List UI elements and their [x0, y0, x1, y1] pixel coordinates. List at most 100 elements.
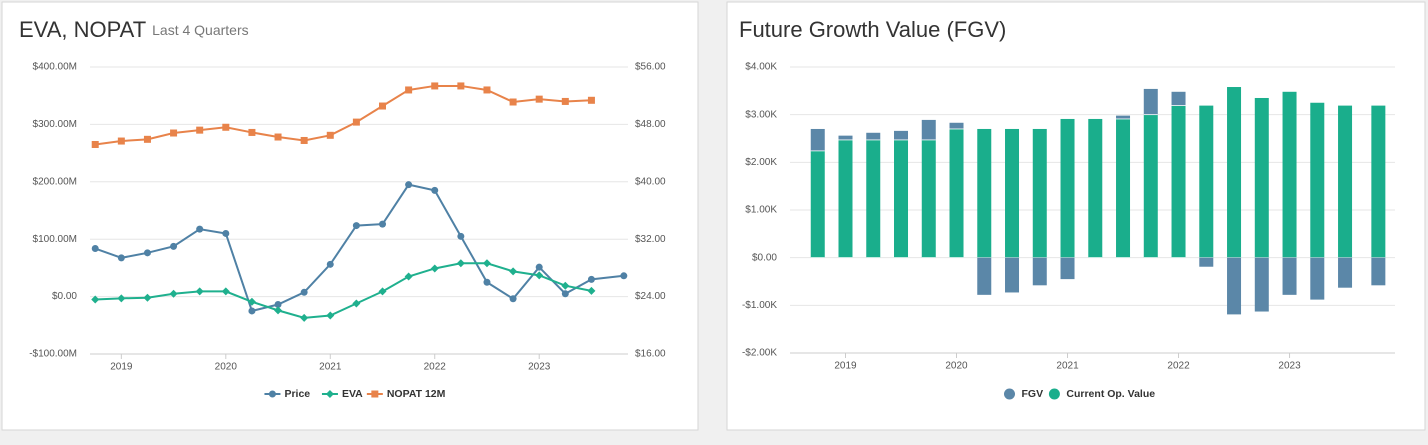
point	[247, 297, 256, 306]
point	[91, 245, 99, 253]
y2-tick-label: $40.00	[635, 176, 666, 187]
bar-segment	[1032, 128, 1047, 258]
bar-segment	[1171, 105, 1186, 258]
point	[221, 287, 230, 296]
point	[196, 225, 204, 233]
bar-segment	[1282, 91, 1297, 258]
point	[143, 249, 151, 257]
x-tick-label: 2019	[834, 361, 857, 372]
legend-label: FGV	[1022, 388, 1044, 400]
point	[248, 307, 256, 315]
bar-segment	[1227, 87, 1242, 258]
x-tick-label: 2021	[319, 362, 342, 373]
point	[300, 288, 308, 296]
point	[456, 259, 465, 268]
point	[170, 129, 178, 137]
legend-marker	[325, 390, 334, 398]
point	[561, 290, 569, 298]
x-tick-label: 2021	[1056, 361, 1079, 372]
point	[91, 295, 100, 304]
bar-segment	[921, 119, 936, 140]
bar-segment	[1116, 115, 1131, 119]
point	[379, 220, 387, 228]
bar-segment	[1143, 114, 1158, 258]
bar-segment	[1254, 97, 1269, 258]
bar-segment	[1060, 257, 1075, 280]
point	[170, 242, 178, 250]
legend-marker	[371, 390, 379, 398]
y-tick-label: $0.00	[52, 291, 77, 302]
y-tick-label: $200.00M	[33, 176, 77, 187]
bar-segment	[1005, 128, 1020, 258]
y-tick-label: $1.00K	[745, 205, 777, 216]
y-tick-label: $400.00M	[33, 62, 77, 73]
x-tick-label: 2019	[110, 362, 133, 373]
x-tick-label: 2022	[424, 362, 447, 373]
point	[117, 137, 125, 145]
y2-tick-label: $24.00	[635, 291, 666, 302]
point	[378, 287, 387, 296]
bar-segment	[810, 128, 825, 151]
legend-label: NOPAT 12M	[387, 388, 446, 400]
point	[509, 98, 517, 106]
y-tick-label: -$2.00K	[742, 348, 777, 359]
point	[535, 95, 543, 103]
bar-segment	[1310, 102, 1325, 258]
bar-segment	[838, 139, 853, 258]
y2-tick-label: $48.00	[635, 119, 666, 130]
bar-segment	[977, 257, 992, 295]
chart-title: EVA, NOPAT Last 4 Quarters	[19, 17, 249, 42]
x-tick-label: 2020	[945, 361, 968, 372]
point	[430, 264, 439, 273]
point	[196, 126, 204, 134]
point	[587, 286, 596, 295]
bar-segment	[1143, 88, 1158, 115]
bar-segment	[1032, 257, 1047, 286]
x-tick-label: 2023	[528, 362, 551, 373]
y-tick-label: $4.00K	[745, 62, 777, 73]
point	[222, 123, 230, 131]
point	[587, 96, 595, 104]
y-tick-label: -$100.00M	[29, 349, 77, 360]
legend-marker	[1004, 388, 1015, 400]
bar-segment	[894, 139, 909, 258]
point	[91, 140, 99, 148]
chart-subtitle: Last 4 Quarters	[152, 22, 249, 38]
point	[457, 82, 465, 90]
bar-segment	[866, 132, 881, 140]
legend-label: EVA	[342, 388, 363, 400]
legend-label: Current Op. Value	[1066, 388, 1155, 400]
point	[535, 263, 543, 271]
point	[300, 136, 308, 144]
point	[405, 86, 413, 94]
point	[457, 232, 465, 240]
legend-marker	[1048, 388, 1060, 400]
legend-label: Price	[284, 388, 310, 400]
bar-segment	[1060, 118, 1075, 258]
bar-segment	[1282, 257, 1297, 295]
x-tick-label: 2023	[1278, 361, 1301, 372]
point	[352, 222, 360, 230]
bar-segment	[1310, 257, 1325, 300]
point	[326, 260, 334, 268]
point	[431, 82, 439, 90]
point	[169, 289, 178, 298]
point	[379, 102, 387, 110]
bar-segment	[810, 150, 825, 258]
point	[561, 97, 569, 105]
series-line	[95, 262, 592, 319]
point	[117, 294, 126, 303]
bar-segment	[1338, 105, 1353, 258]
bar-segment	[1199, 257, 1214, 267]
bar-segment	[1171, 91, 1186, 106]
point	[326, 311, 335, 320]
panel	[1, 1, 699, 431]
bar-segment	[866, 139, 881, 258]
point	[483, 278, 491, 286]
point	[535, 271, 544, 280]
point	[300, 313, 309, 322]
y2-tick-label: $16.00	[635, 349, 666, 360]
y-tick-label: -$1.00K	[742, 300, 777, 311]
point	[587, 275, 595, 283]
